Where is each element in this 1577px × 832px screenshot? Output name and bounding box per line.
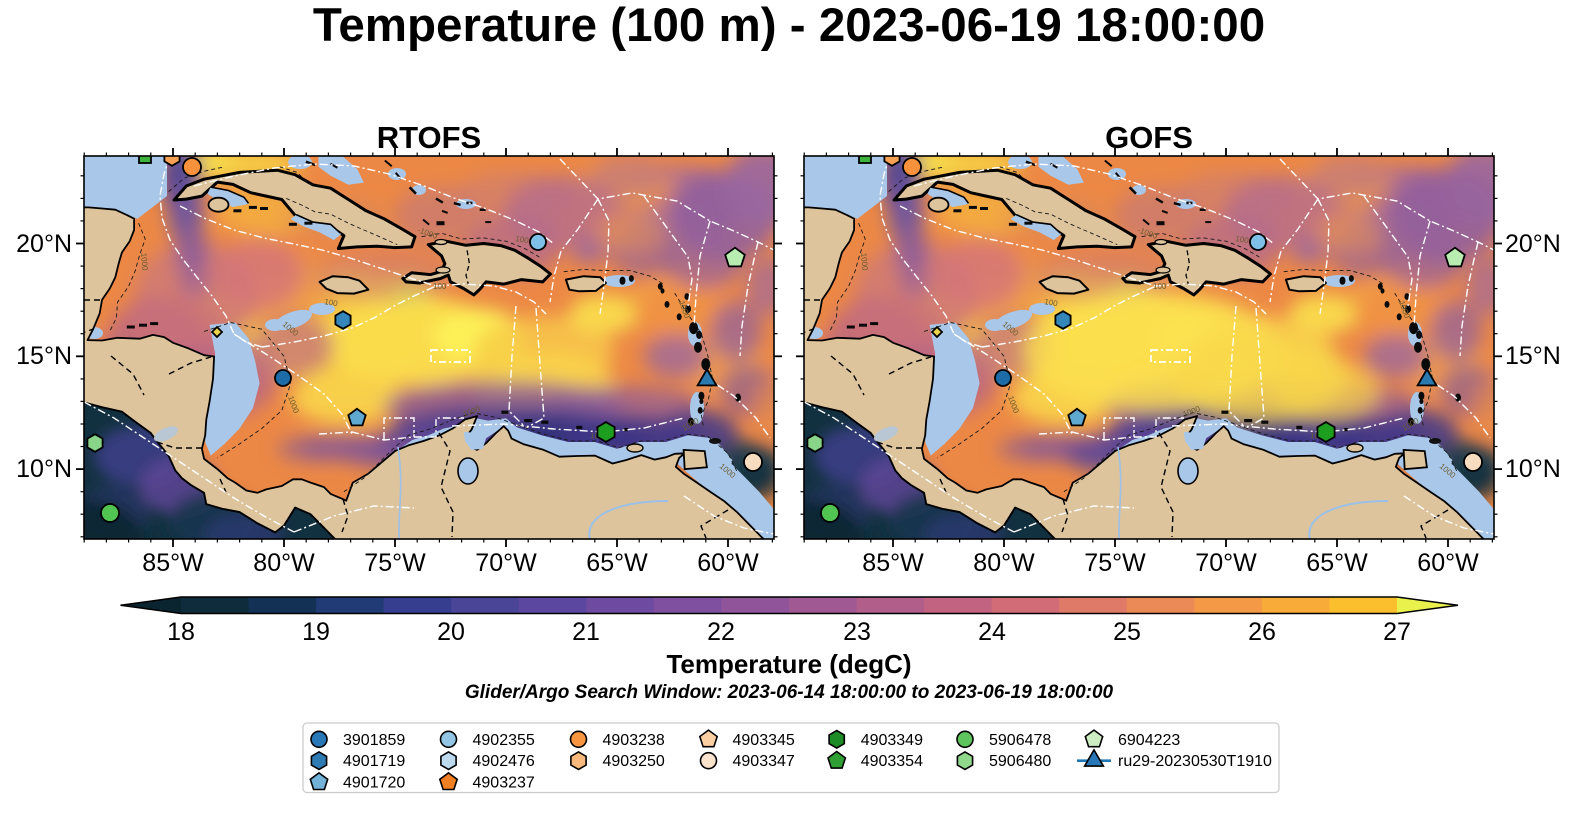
svg-text:4903347: 4903347 — [733, 753, 795, 770]
svg-text:4901720: 4901720 — [343, 775, 405, 792]
svg-text:Glider/Argo Search Window: 202: Glider/Argo Search Window: 2023-06-14 18… — [465, 682, 1114, 703]
svg-text:5906480: 5906480 — [989, 753, 1051, 770]
svg-text:80°W: 80°W — [253, 549, 315, 577]
svg-text:4903349: 4903349 — [861, 732, 923, 749]
svg-text:70°W: 70°W — [475, 549, 537, 577]
svg-text:4903237: 4903237 — [473, 775, 535, 792]
svg-text:20°N: 20°N — [1505, 230, 1561, 258]
svg-text:25: 25 — [1113, 618, 1141, 646]
svg-text:5906478: 5906478 — [989, 732, 1051, 749]
svg-text:4902355: 4902355 — [473, 732, 535, 749]
svg-text:4903345: 4903345 — [733, 732, 795, 749]
svg-text:27: 27 — [1383, 618, 1411, 646]
svg-text:24: 24 — [978, 618, 1006, 646]
svg-text:Temperature (100 m) - 2023-06-: Temperature (100 m) - 2023-06-19 18:00:0… — [313, 0, 1265, 52]
svg-text:4901719: 4901719 — [343, 753, 405, 770]
svg-text:15°N: 15°N — [16, 342, 72, 370]
svg-text:60°W: 60°W — [697, 549, 759, 577]
svg-text:4902476: 4902476 — [473, 753, 535, 770]
svg-text:4903250: 4903250 — [603, 753, 665, 770]
svg-text:75°W: 75°W — [1084, 549, 1146, 577]
svg-text:22: 22 — [707, 618, 735, 646]
svg-text:85°W: 85°W — [142, 549, 204, 577]
svg-text:10°N: 10°N — [16, 455, 72, 483]
svg-text:15°N: 15°N — [1505, 342, 1561, 370]
svg-text:70°W: 70°W — [1195, 549, 1257, 577]
svg-text:19: 19 — [302, 618, 330, 646]
svg-text:26: 26 — [1248, 618, 1276, 646]
svg-text:4903238: 4903238 — [603, 732, 665, 749]
svg-text:80°W: 80°W — [973, 549, 1035, 577]
svg-text:85°W: 85°W — [862, 549, 924, 577]
svg-text:20: 20 — [437, 618, 465, 646]
svg-text:GOFS: GOFS — [1105, 120, 1193, 155]
svg-text:Temperature (degC): Temperature (degC) — [666, 649, 911, 679]
svg-text:60°W: 60°W — [1417, 549, 1479, 577]
svg-text:23: 23 — [843, 618, 871, 646]
svg-text:10°N: 10°N — [1505, 455, 1561, 483]
svg-text:ru29-20230530T1910: ru29-20230530T1910 — [1118, 753, 1272, 770]
svg-text:3901859: 3901859 — [343, 732, 405, 749]
svg-text:65°W: 65°W — [586, 549, 648, 577]
svg-text:75°W: 75°W — [364, 549, 426, 577]
svg-text:21: 21 — [572, 618, 600, 646]
svg-text:65°W: 65°W — [1306, 549, 1368, 577]
svg-text:RTOFS: RTOFS — [377, 120, 482, 155]
svg-text:18: 18 — [167, 618, 195, 646]
svg-text:6904223: 6904223 — [1118, 732, 1180, 749]
svg-text:20°N: 20°N — [16, 230, 72, 258]
svg-text:4903354: 4903354 — [861, 753, 923, 770]
